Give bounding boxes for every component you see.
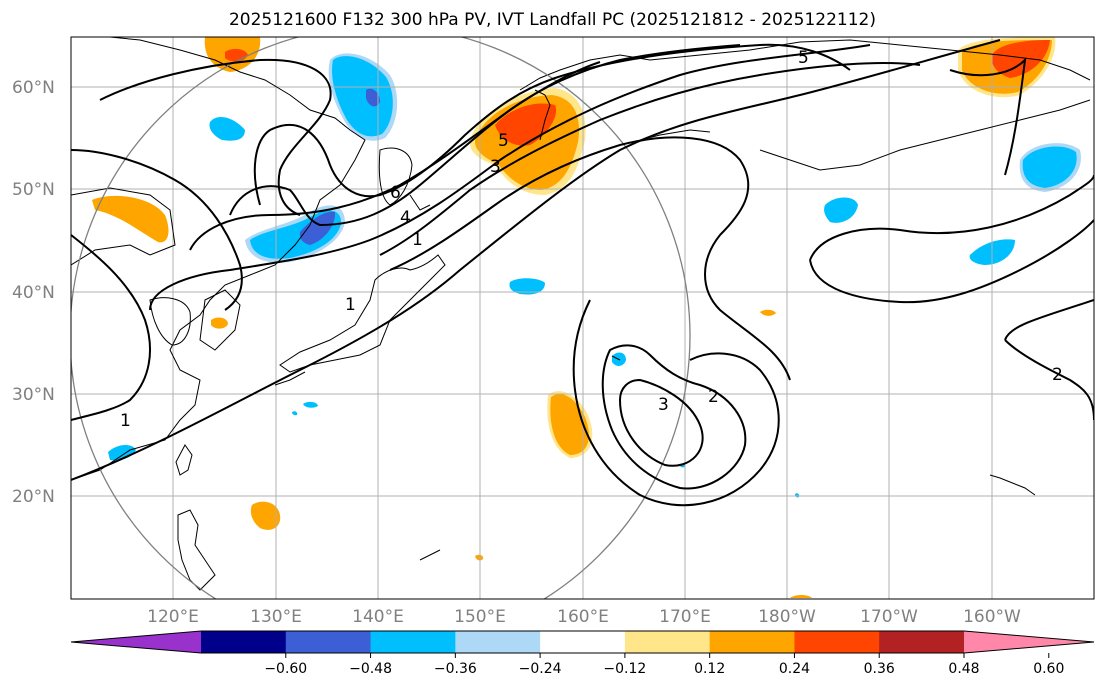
contour-label: 5 — [798, 48, 809, 68]
lon-label: 160°W — [963, 607, 1021, 627]
contour-label: 3 — [658, 395, 669, 415]
lat-label: 60°N — [12, 78, 55, 98]
lat-label: 20°N — [12, 487, 55, 507]
colorbar-segment — [285, 631, 372, 653]
contour-label: 3 — [490, 157, 501, 177]
colorbar-tick-label: −0.12 — [603, 661, 646, 677]
colorbar-segment — [201, 631, 287, 653]
landfall-radius-circle — [71, 37, 691, 599]
contour-label: 2 — [708, 387, 719, 407]
contour-label: 1 — [345, 295, 356, 315]
colorbar-segment — [709, 631, 795, 653]
lat-label: 30°N — [12, 385, 55, 405]
colorbar: −0.60 −0.48 −0.36 −0.24 −0.12 0.12 0.24 0.36 0.4… — [70, 630, 1095, 677]
contour-label: 4 — [400, 208, 411, 228]
colorbar-tick-label: 0.60 — [1033, 661, 1064, 677]
lon-label: 150°E — [454, 607, 506, 627]
colorbar-tick-label: −0.36 — [434, 661, 477, 677]
ivt-contours — [71, 39, 1094, 507]
colorbar-segment — [455, 631, 541, 653]
colorbar-segment — [540, 631, 626, 653]
lon-label: 170°E — [659, 607, 711, 627]
colorbar-segment — [879, 631, 965, 653]
colorbar-tick-label: −0.60 — [264, 661, 307, 677]
lon-label: 160°E — [557, 607, 609, 627]
lon-label: 180°W — [758, 607, 816, 627]
colorbar-tick-label: −0.24 — [519, 661, 562, 677]
negative-pv-anomalies — [108, 53, 1081, 498]
longitude-labels: 120°E 130°E 140°E 150°E 160°E 170°E 180°… — [147, 607, 1021, 627]
colorbar-segment — [370, 631, 456, 653]
map-frame — [70, 36, 1095, 600]
colorbar-tick-label: 0.24 — [779, 661, 810, 677]
map-panel: 1 1 1 2 2 3 3 4 5 5 6 — [71, 37, 1094, 599]
lon-label: 170°W — [860, 607, 918, 627]
contour-label: 1 — [120, 411, 131, 431]
lon-label: 130°E — [250, 607, 302, 627]
contour-label: 1 — [412, 230, 423, 250]
colorbar-tick-label: 0.48 — [948, 661, 979, 677]
graticule — [71, 37, 1094, 599]
lon-label: 140°E — [352, 607, 404, 627]
colorbar-tick-label: 0.36 — [864, 661, 895, 677]
colorbar-extension-low — [71, 631, 201, 653]
map-title: 2025121600 F132 300 hPa PV, IVT Landfall… — [228, 10, 876, 30]
lat-label: 40°N — [12, 283, 55, 303]
contour-label: 2 — [1052, 365, 1063, 385]
lon-label: 120°E — [147, 607, 199, 627]
contour-label: 6 — [390, 183, 401, 203]
latitude-labels: 60°N 50°N 40°N 30°N 20°N — [12, 78, 55, 507]
contour-label: 5 — [498, 131, 509, 151]
lat-label: 50°N — [12, 180, 55, 200]
colorbar-tick-label: −0.48 — [349, 661, 392, 677]
colorbar-outline — [70, 630, 1095, 654]
colorbar-segment — [794, 631, 880, 653]
colorbar-segment — [624, 631, 711, 653]
colorbar-tick-label: 0.12 — [694, 661, 725, 677]
contour-label-group: 1 1 1 2 2 3 3 4 5 5 6 — [120, 48, 1063, 431]
colorbar-extension-high — [964, 631, 1094, 653]
positive-pv-anomalies — [92, 37, 1056, 598]
